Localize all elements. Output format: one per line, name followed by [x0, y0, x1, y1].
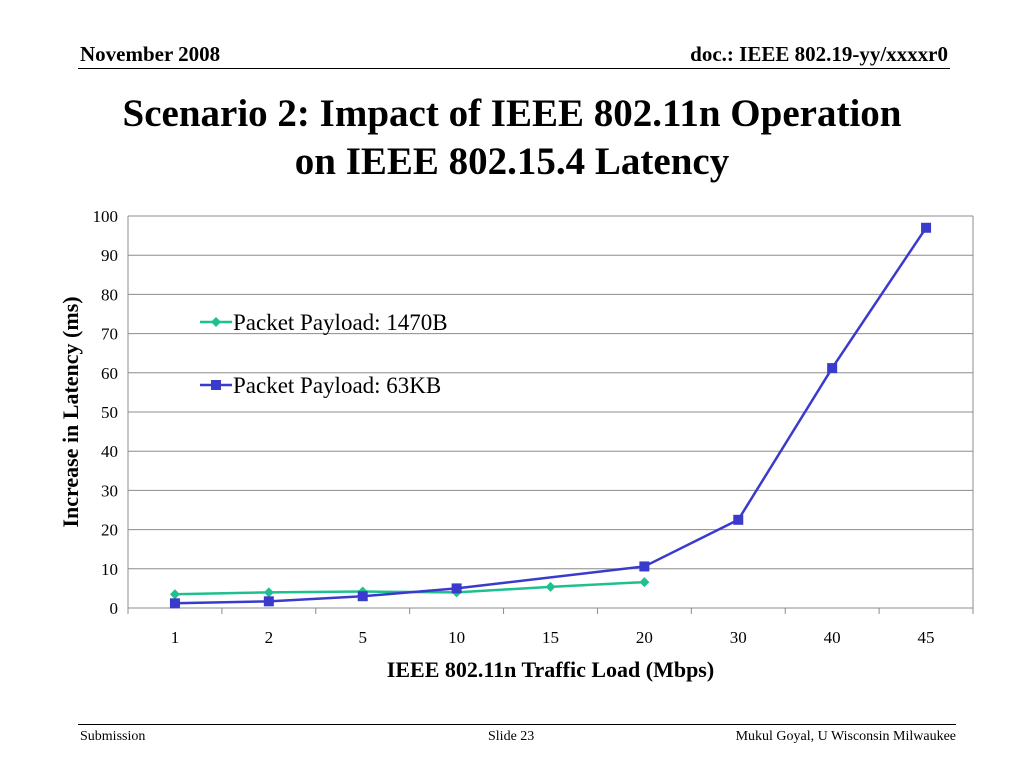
y-tick-label: 40 [101, 442, 118, 461]
footer-rule [78, 724, 956, 725]
x-tick-label: 10 [448, 628, 465, 647]
axes [127, 216, 974, 614]
series-line [174, 227, 928, 605]
data-point [263, 587, 274, 598]
data-point [451, 583, 462, 594]
legend-label: Packet Payload: 1470B [233, 310, 448, 335]
x-tick-label: 40 [824, 628, 841, 647]
data-point [827, 363, 838, 374]
tick-labels: 0 10 20 30 40 50 60 70 80 90 100 1 2 5 10 15 20 30 40 45 [93, 207, 935, 647]
slide-title-line1: Scenario 2: Impact of IEEE 802.11n Opera… [122, 92, 902, 135]
y-tick-label: 50 [101, 403, 118, 422]
footer-submission: Submission [80, 729, 146, 744]
x-tick-label: 45 [918, 628, 935, 647]
slide-title-line2: on IEEE 802.15.4 Latency [294, 140, 730, 183]
legend-entry-2: Packet Payload: 63KB [200, 373, 441, 398]
y-tick-label: 60 [101, 364, 118, 383]
y-tick-label: 20 [101, 521, 118, 540]
series [169, 222, 932, 609]
data-point [263, 596, 274, 607]
x-tick-label: 1 [171, 628, 180, 647]
legend-swatch-marker [211, 380, 221, 390]
y-tick-label: 70 [101, 325, 118, 344]
data-point [169, 589, 180, 600]
header-date: November 2008 [80, 42, 221, 66]
x-axis-title: IEEE 802.11n Traffic Load (Mbps) [387, 657, 714, 682]
y-tick-label: 90 [101, 246, 118, 265]
footer-author: Mukul Goyal, U Wisconsin Milwaukee [735, 729, 956, 744]
y-axis-title: Increase in Latency (ms) [58, 296, 83, 527]
legend-entry-1: Packet Payload: 1470B [200, 310, 448, 335]
x-tick-label: 2 [265, 628, 274, 647]
data-point [545, 581, 556, 592]
slide-title: Scenario 2: Impact of IEEE 802.11n Opera… [0, 90, 1024, 186]
x-tick-label: 15 [542, 628, 559, 647]
series-2 [169, 222, 932, 609]
header-rule [78, 68, 950, 69]
x-tick-label: 30 [730, 628, 747, 647]
y-tick-label: 10 [101, 560, 118, 579]
footer-slide-number: Slide 23 [488, 729, 535, 744]
legend-swatch-marker [211, 317, 221, 327]
header-doc-id: doc.: IEEE 802.19-yy/xxxxr0 [690, 42, 948, 66]
data-point [357, 591, 368, 602]
data-point [733, 514, 744, 525]
series-1 [169, 577, 650, 600]
data-point [169, 598, 180, 609]
y-tick-label: 0 [110, 599, 119, 618]
x-tick-label: 5 [358, 628, 367, 647]
data-point [639, 577, 650, 588]
legend-label: Packet Payload: 63KB [233, 373, 441, 398]
y-tick-label: 100 [93, 207, 119, 226]
data-point [921, 222, 932, 233]
y-tick-label: 80 [101, 285, 118, 304]
legend: Packet Payload: 1470B Packet Payload: 63K… [200, 310, 448, 398]
x-tick-label: 20 [636, 628, 653, 647]
data-point [639, 561, 650, 572]
y-tick-label: 30 [101, 481, 118, 500]
